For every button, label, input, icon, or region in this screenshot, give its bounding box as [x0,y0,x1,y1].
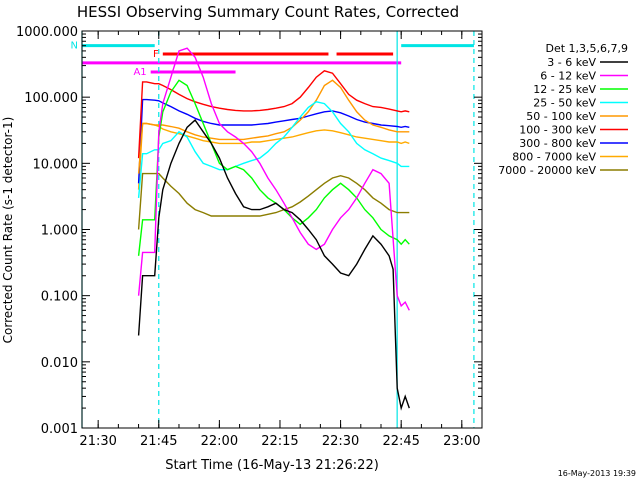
time-markers [81,31,475,428]
y-tick-label-3: 1.000 [41,224,78,239]
x-tick-label-2: 22:00 [201,434,238,449]
x-tick-label-0: 21:30 [79,434,116,449]
series-line-1 [137,47,410,311]
legend-entry-label-3: 25 - 50 keV [533,97,596,110]
series-line-2 [137,79,410,256]
y-tick-label-4: 10.000 [33,157,79,172]
series-line-4 [137,79,410,174]
chart-title: HESSI Observing Summary Count Rates, Cor… [77,3,459,21]
series-line-8 [137,172,410,230]
y-tick-label-1: 0.010 [41,356,78,371]
flag-label-0: N [71,41,78,52]
x-tick-label-6: 23:00 [443,434,480,449]
y-tick-label-2: 0.100 [41,290,78,305]
flag-label-3: A1 [133,67,146,78]
y-tick-label-6: 1000.000 [16,25,78,40]
legend-title: Det 1,3,5,6,7,9 [545,42,628,55]
legend-entry-label-7: 800 - 7000 keV [512,151,596,164]
series-line-6 [137,98,410,184]
flag-bars: N F A1 [71,41,474,78]
x-tick-label-4: 22:30 [322,434,359,449]
y-tick-label-5: 100.000 [24,91,78,106]
x-tick-label-5: 22:45 [382,434,419,449]
x-tick-label-3: 22:15 [261,434,298,449]
legend-entry-label-5: 100 - 300 keV [519,124,596,137]
flag-label-1: F [153,49,159,60]
legend-entry-label-1: 6 - 12 keV [540,70,596,83]
y-tick-label-0: 0.001 [41,422,78,437]
x-tick-label-1: 21:45 [140,434,177,449]
legend-entry-label-0: 3 - 6 keV [547,56,596,69]
footer-timestamp: 16-May-2013 19:39 [558,469,636,478]
legend-entry-label-6: 300 - 800 keV [519,137,596,150]
series-lines [137,47,410,411]
series-line-7 [137,122,410,190]
legend-entry-label-8: 7000 - 20000 keV [498,164,596,177]
series-line-0 [137,119,410,411]
x-axis-label: Start Time (16-May-13 21:26:22) [165,458,379,473]
axes: 0.001 0.010 0.100 1.000 10.000 100.000 1000.00… [16,25,483,449]
legend-entry-label-2: 12 - 25 keV [533,83,596,96]
y-axis-label: Corrected Count Rate (s-1 detector-1) [1,117,15,344]
legend-entry-label-4: 50 - 100 keV [526,110,596,123]
series-line-3 [137,101,410,198]
